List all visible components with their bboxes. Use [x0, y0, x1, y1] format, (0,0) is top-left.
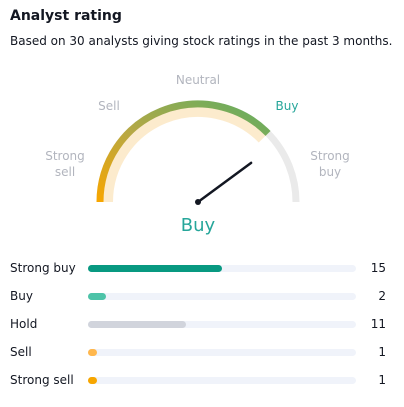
breakdown-bar-track — [88, 349, 356, 356]
breakdown-row-label: Hold — [10, 317, 38, 331]
breakdown-row: Buy 2 — [10, 284, 386, 312]
breakdown-row: Strong buy 15 — [10, 256, 386, 284]
breakdown-row-count: 1 — [378, 373, 386, 387]
breakdown-bar-track — [88, 377, 356, 384]
breakdown-row-count: 11 — [370, 317, 386, 331]
gauge-label-sell: Sell — [98, 99, 120, 113]
page-title: Analyst rating — [10, 8, 122, 24]
breakdown-row: Hold 11 — [10, 312, 386, 340]
rating-breakdown: Strong buy 15 Buy 2 Hold 11 Sell 1 Strong sell 1 — [10, 256, 386, 396]
breakdown-row-count: 2 — [378, 289, 386, 303]
breakdown-row-count: 15 — [370, 261, 386, 275]
breakdown-bar-fill — [88, 349, 97, 356]
breakdown-bar-track — [88, 293, 356, 300]
gauge-label-neutral: Neutral — [175, 73, 221, 87]
breakdown-bar-fill — [88, 293, 106, 300]
breakdown-bar-track — [88, 265, 356, 272]
breakdown-bar-fill — [88, 321, 186, 328]
breakdown-row-label: Strong sell — [10, 373, 74, 387]
gauge-needle — [196, 161, 253, 204]
rating-verdict: Buy — [180, 215, 216, 236]
breakdown-bar-track — [88, 321, 356, 328]
gauge-track — [96, 100, 300, 203]
breakdown-row: Strong sell 1 — [10, 368, 386, 396]
breakdown-row: Sell 1 — [10, 340, 386, 368]
breakdown-bar-fill — [88, 377, 97, 384]
breakdown-row-label: Sell — [10, 345, 32, 359]
gauge-graphic — [96, 100, 300, 205]
gauge-fill-soft — [99, 103, 269, 203]
gauge-label-buy: Buy — [275, 99, 299, 113]
rating-gauge: Strong sell Sell Neutral Buy Strong buy — [0, 60, 404, 250]
gauge-fill — [96, 100, 271, 203]
breakdown-row-count: 1 — [378, 345, 386, 359]
breakdown-bar-fill — [88, 265, 222, 272]
gauge-label-strong-buy: Strong buy — [310, 149, 350, 179]
page-subtitle: Based on 30 analysts giving stock rating… — [10, 34, 393, 48]
gauge-needle-hub — [195, 199, 201, 205]
breakdown-row-label: Strong buy — [10, 261, 76, 275]
breakdown-row-label: Buy — [10, 289, 33, 303]
gauge-label-strong-sell: Strong sell — [45, 149, 85, 179]
